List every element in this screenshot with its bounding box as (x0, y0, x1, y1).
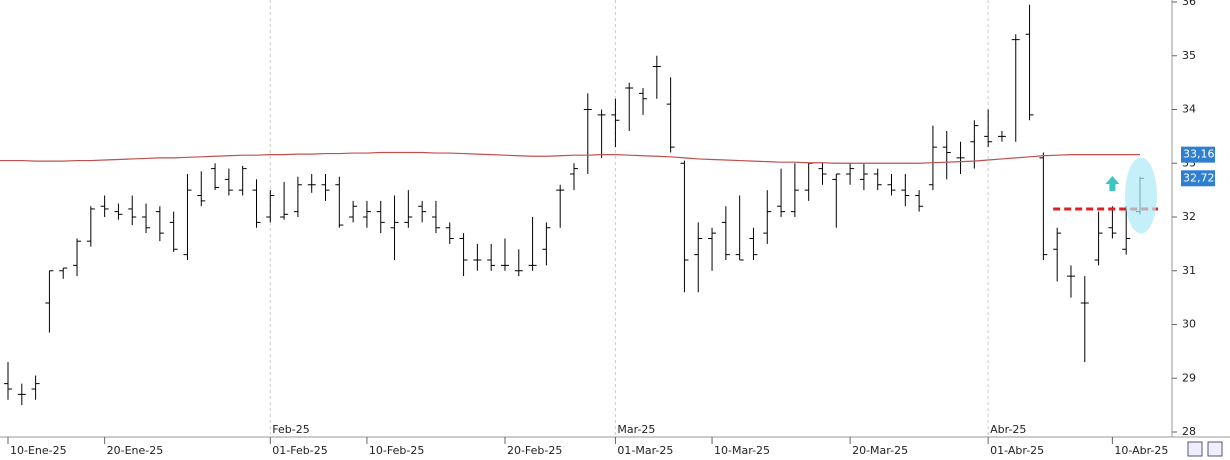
y-tick-label: 31 (1182, 264, 1196, 277)
price-label: 33,16 (1183, 148, 1215, 161)
x-tick-label: 10-Ene-25 (10, 444, 67, 457)
icon[interactable] (1207, 441, 1223, 457)
price-label-box (1181, 146, 1215, 163)
y-tick-label: 36 (1182, 0, 1196, 8)
price-label-box (1181, 170, 1215, 187)
arrow-icon (1105, 175, 1120, 191)
x-tick-label: 10-Mar-25 (714, 444, 770, 457)
x-tick-label: 01-Abr-25 (990, 444, 1044, 457)
x-tick-label: 10-Feb-25 (369, 444, 424, 457)
icon[interactable] (1187, 441, 1203, 457)
month-label: Mar-25 (617, 423, 655, 436)
x-tick-label: 01-Mar-25 (617, 444, 673, 457)
x-tick-label: 10-Abr-25 (1114, 444, 1168, 457)
y-tick-label: 32 (1182, 210, 1196, 223)
highlight (1125, 157, 1157, 234)
y-tick-label: 28 (1182, 425, 1196, 438)
x-tick-label: 20-Feb-25 (507, 444, 562, 457)
y-tick-label: 29 (1182, 371, 1196, 384)
month-label: Feb-25 (272, 423, 309, 436)
y-tick-label: 34 (1182, 103, 1196, 116)
month-label: Abr-25 (990, 423, 1026, 436)
x-tick-label: 20-Mar-25 (852, 444, 908, 457)
y-tick-label: 30 (1182, 318, 1196, 331)
price-label: 32,72 (1183, 171, 1215, 184)
moving-average (0, 151, 1140, 164)
x-tick-label: 01-Feb-25 (272, 444, 327, 457)
y-tick-label: 35 (1182, 49, 1196, 62)
x-tick-label: 20-Ene-25 (107, 444, 164, 457)
